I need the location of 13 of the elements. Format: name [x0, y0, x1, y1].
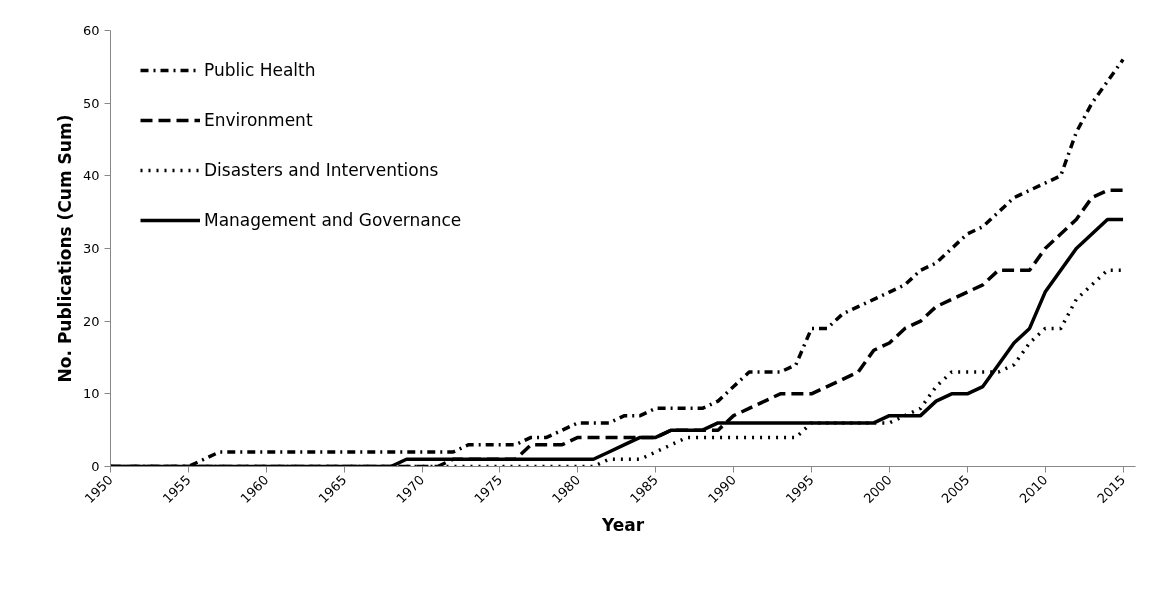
legend-label: Disasters and Interventions — [204, 160, 439, 180]
y-tick-label: 60 — [82, 23, 100, 38]
y-tick-label: 30 — [82, 241, 100, 256]
y-axis-title: No. Publications (Cum Sum) — [54, 114, 75, 383]
y-tick-label: 40 — [82, 168, 100, 184]
y-tick-label: 20 — [82, 313, 100, 329]
legend-label: Management and Governance — [204, 210, 462, 230]
legend-label: Public Health — [204, 60, 316, 80]
y-tick-label: 0 — [91, 459, 100, 474]
y-tick-label: 50 — [82, 95, 100, 111]
x-axis-title: Year — [600, 515, 645, 536]
y-tick-label: 10 — [82, 386, 100, 402]
legend-label: Environment — [204, 110, 313, 130]
